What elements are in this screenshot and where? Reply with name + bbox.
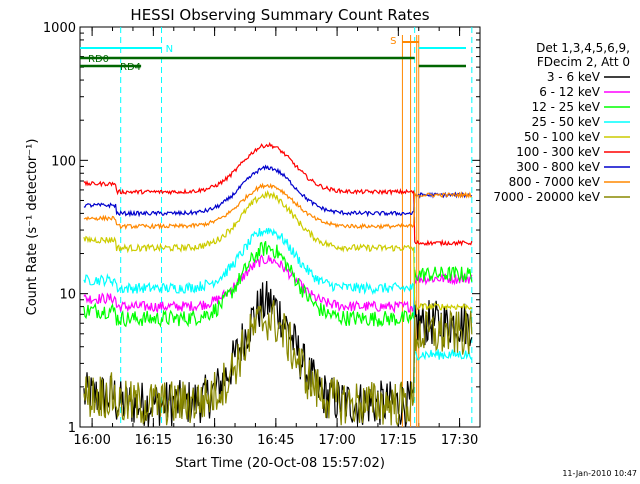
series-line-5 (83, 141, 473, 247)
x-tick-label: 17:15 (380, 433, 417, 448)
legend-label: 7000 - 20000 keV (493, 190, 600, 204)
series-line-7 (83, 182, 472, 230)
legend-label: 6 - 12 keV (539, 85, 601, 99)
y-tick-label: 100 (51, 154, 76, 169)
chart-title: HESSI Observing Summary Count Rates (130, 6, 429, 24)
series-line-4 (83, 189, 473, 311)
series-line-8 (83, 299, 473, 427)
legend-label: 800 - 7000 keV (509, 175, 601, 189)
series-line-3 (83, 227, 473, 361)
legend-label: 3 - 6 keV (547, 70, 601, 84)
x-tick-label: 16:30 (196, 433, 233, 448)
series-line-1 (83, 254, 473, 314)
y-tick-label: 1000 (43, 21, 76, 36)
series-line-2 (83, 240, 473, 328)
flag-rd0-label: RD0 (88, 54, 109, 65)
x-tick-label: 17:00 (318, 433, 355, 448)
legend-label: 100 - 300 keV (516, 145, 600, 159)
legend-label: 50 - 100 keV (524, 130, 601, 144)
y-axis-label: Count Rate (s⁻¹ detector⁻¹) (25, 139, 40, 316)
x-axis-label: Start Time (20-Oct-08 15:57:02) (175, 456, 385, 471)
series-line-0 (83, 280, 473, 427)
legend-header: Det 1,3,4,5,6,9, (536, 41, 630, 55)
legend-header: FDecim 2, Att 0 (537, 55, 630, 69)
footer-timestamp: 11-Jan-2010 10:47 (562, 469, 637, 478)
flag-rd4-label: RD4 (120, 62, 141, 73)
plot-frame (79, 26, 481, 428)
flag-s-label: S (390, 36, 396, 47)
x-tick-label: 16:45 (257, 433, 294, 448)
x-tick-label: 17:30 (441, 433, 478, 448)
series-line-6 (83, 164, 473, 218)
x-tick-label: 16:00 (73, 433, 110, 448)
y-tick-label: 1 (68, 421, 76, 436)
legend-label: 25 - 50 keV (532, 115, 601, 129)
y-tick-label: 10 (59, 288, 76, 303)
legend-label: 12 - 25 keV (532, 100, 601, 114)
x-tick-label: 16:15 (135, 433, 172, 448)
legend-label: 300 - 800 keV (516, 160, 600, 174)
flag-n-label: N (166, 44, 173, 55)
